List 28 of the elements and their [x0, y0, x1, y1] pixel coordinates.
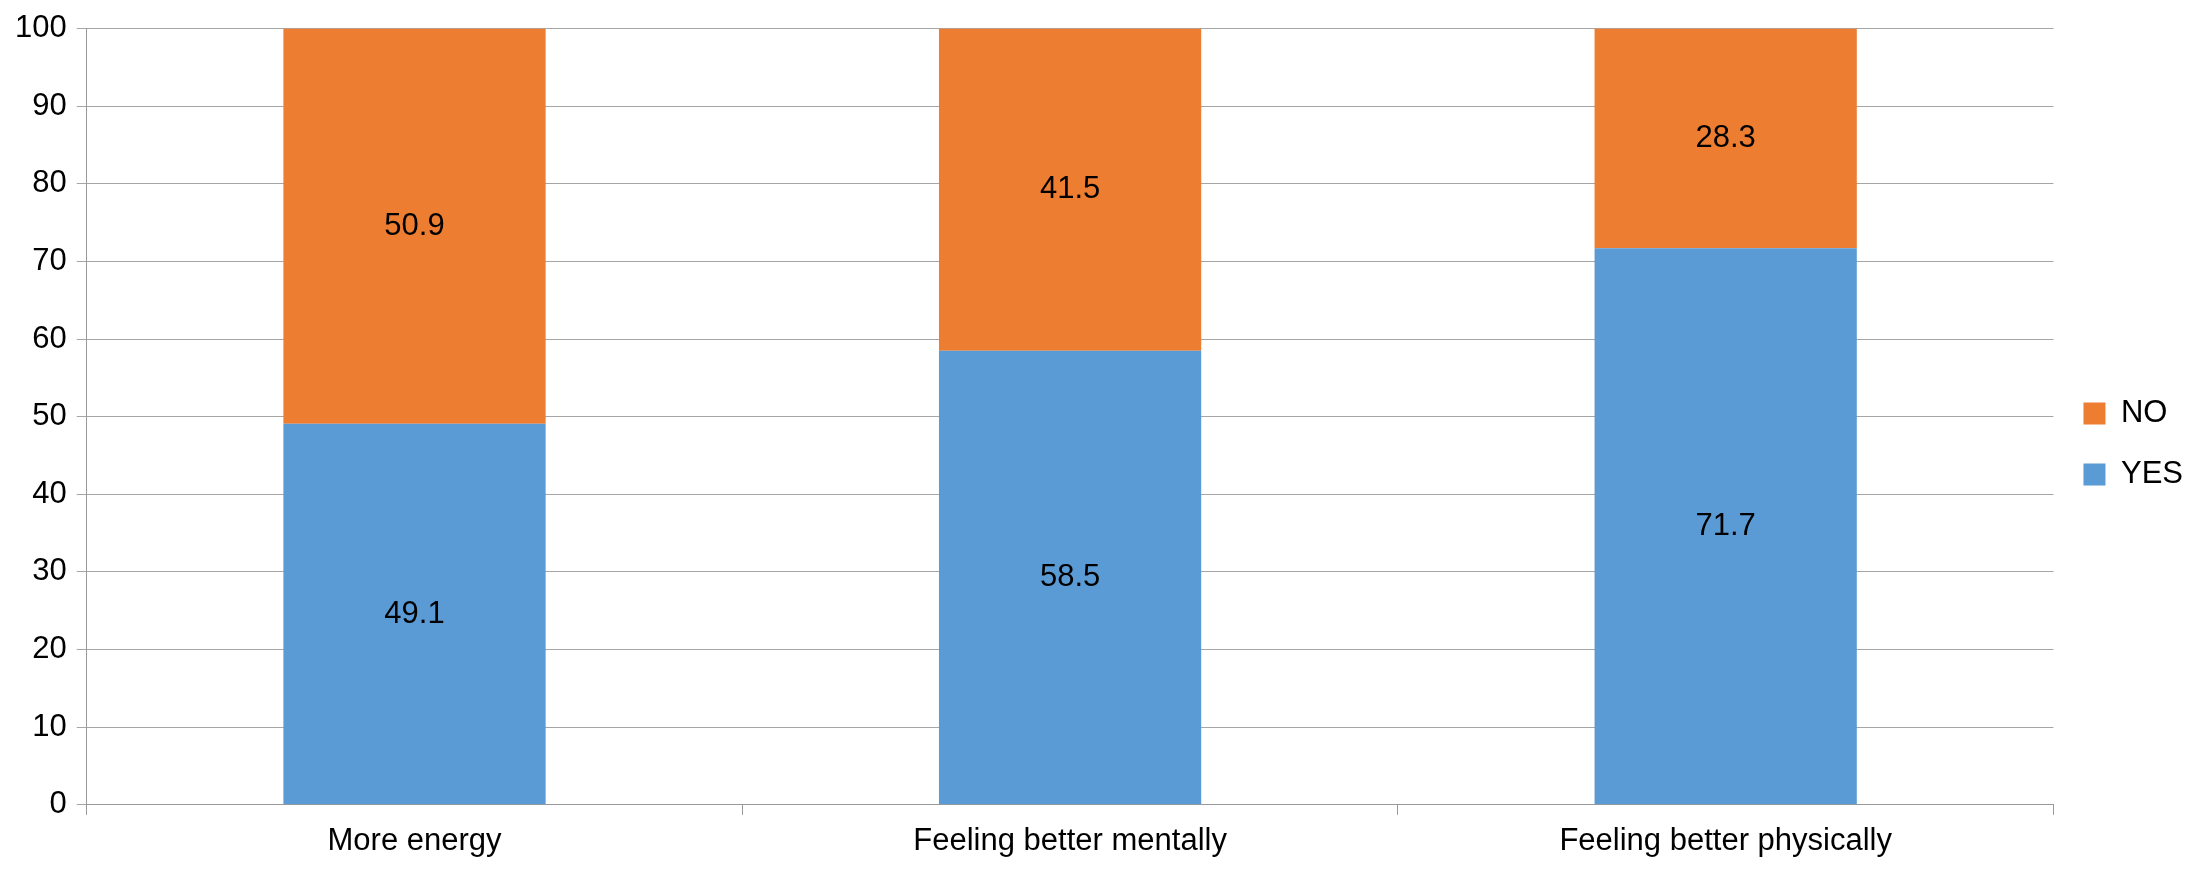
data-label: 41.5: [1039, 170, 1101, 206]
y-tick-label: 70: [32, 242, 67, 278]
y-tick-label: 80: [32, 164, 67, 200]
y-tick-label: 90: [32, 86, 67, 122]
y-tick-label: 0: [49, 785, 67, 821]
y-tick-label: 100: [14, 9, 67, 45]
y-tick-label: 60: [32, 319, 67, 355]
data-label: 58.5: [1039, 558, 1101, 594]
bar: [938, 28, 1202, 351]
x-tick-label: More energy: [327, 821, 503, 857]
bar: [1594, 248, 1857, 805]
bar: [283, 423, 546, 805]
y-tick-label: 20: [32, 630, 67, 666]
y-tick-label: 40: [32, 474, 67, 510]
data-label: 50.9: [384, 206, 445, 242]
data-label: 28.3: [1695, 118, 1756, 154]
x-tick-label: Feeling better physically: [1559, 821, 1893, 857]
bar: [938, 350, 1202, 805]
y-tick-label: 10: [32, 707, 67, 743]
data-label: 71.7: [1695, 506, 1756, 542]
x-tick-label: Feeling better mentally: [913, 821, 1228, 857]
y-tick-label: 50: [32, 397, 67, 433]
legend-label: NO: [2120, 394, 2168, 430]
bar: [283, 28, 546, 424]
data-label: 49.1: [384, 594, 445, 630]
legend-label: YES: [2120, 455, 2183, 491]
y-tick-label: 30: [32, 552, 67, 588]
bar: [1594, 28, 1857, 249]
